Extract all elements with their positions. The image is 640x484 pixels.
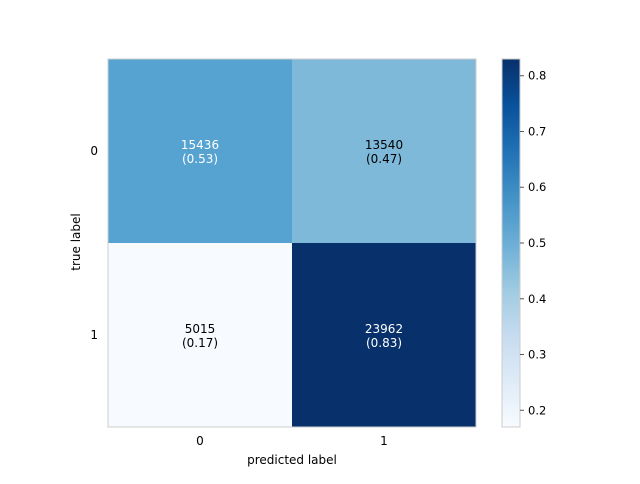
- cell-count-label-1-0: 5015: [185, 322, 216, 336]
- y-tick-label-0: 0: [90, 144, 98, 158]
- x-tick-label-0: 0: [196, 434, 204, 448]
- x-axis-label: predicted label: [247, 453, 337, 467]
- colorbar-tick-label: 0.4: [528, 292, 546, 306]
- y-axis-label: true label: [69, 213, 83, 270]
- colorbar: 0.2 0.3 0.4 0.5 0.6 0.7 0.8: [501, 58, 546, 428]
- colorbar-gradient: [501, 58, 521, 428]
- colorbar-tick-label: 0.3: [528, 348, 546, 362]
- cell-count-label-0-0: 15436: [181, 138, 219, 152]
- colorbar-tick-label: 0.5: [528, 236, 546, 250]
- x-tick-label-1: 1: [380, 434, 388, 448]
- cell-ratio-label-0-0: (0.53): [182, 152, 218, 166]
- colorbar-tick-label: 0.7: [528, 124, 546, 138]
- colorbar-tick-label: 0.6: [528, 180, 546, 194]
- cell-ratio-label-0-1: (0.47): [366, 152, 402, 166]
- heatmap-cell-1-1: [292, 243, 476, 427]
- cell-count-label-0-1: 13540: [365, 138, 403, 152]
- colorbar-tick-label: 0.2: [528, 403, 546, 417]
- heatmap-cell-0-0: [108, 59, 292, 243]
- cell-ratio-label-1-1: (0.83): [366, 336, 402, 350]
- axes: 0 1 0 1: [90, 58, 477, 448]
- cell-count-label-1-1: 23962: [365, 322, 403, 336]
- heatmap-cell-1-0: [108, 243, 292, 427]
- colorbar-tick-label: 0.8: [528, 69, 546, 83]
- cell-ratio-label-1-0: (0.17): [182, 336, 218, 350]
- heatmap-cell-0-1: [292, 59, 476, 243]
- y-tick-label-1: 1: [90, 328, 98, 342]
- plot-frame: [107, 58, 477, 428]
- cell-labels: 15436(0.53) 13540(0.47) 5015(0.17) 23962(0.…: [181, 138, 403, 350]
- heatmap-cells: [108, 59, 476, 427]
